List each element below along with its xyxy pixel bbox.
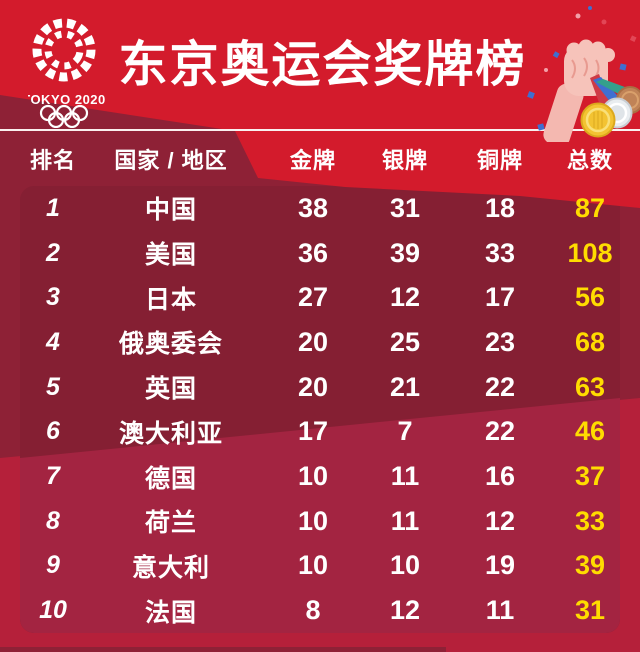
page-title: 东京奥运会奖牌榜 [118,38,527,92]
background-bottom-sliver [0,647,446,652]
country-cell: 美国 [144,241,197,270]
country-cell: 德国 [144,464,197,493]
bronze-cell: 11 [485,595,515,626]
gold-cell: 10 [297,550,329,581]
banner-divider-line [0,129,640,131]
country-cell: 中国 [144,196,197,225]
silver-cell: 7 [397,416,413,447]
bronze-cell: 23 [484,326,516,357]
bronze-cell: 22 [484,371,516,402]
total-cell: 37 [574,461,606,492]
silver-cell: 31 [389,192,421,223]
gold-medal-icon [580,102,616,138]
silver-cell: 11 [390,461,420,492]
total-cell: 108 [567,237,613,268]
medal-table-panel [20,186,620,633]
table-row: 4 俄奥委会 20 25 23 68 [20,320,620,365]
rank-cell: 3 [46,283,60,312]
bronze-cell: 19 [484,550,516,581]
olympic-rings-icon [39,104,89,128]
gold-cell: 20 [297,326,329,357]
gold-cell: 10 [297,461,329,492]
silver-cell: 12 [389,595,421,626]
rank-cell: 7 [46,462,60,491]
bronze-cell: 12 [484,505,516,536]
country-cell: 日本 [144,285,197,314]
country-cell: 俄奥委会 [118,330,223,359]
gold-cell: 17 [297,416,329,447]
rank-cell: 6 [46,417,60,446]
bronze-cell: 16 [484,461,516,492]
rank-cell: 1 [46,193,60,222]
bronze-cell: 18 [484,192,516,223]
table-row: 10 法国 8 12 11 31 [20,588,620,633]
rank-cell: 8 [46,506,60,535]
table-row: 2 美国 36 39 33 108 [20,231,620,276]
bronze-cell: 33 [484,237,516,268]
bronze-cell: 22 [484,416,516,447]
tokyo-2020-wordmark: TOKYO 2020 [28,92,106,107]
header-country: 国家 / 地区 [114,147,228,173]
table-row: 6 澳大利亚 17 7 22 46 [20,410,620,455]
country-cell: 意大利 [131,553,210,582]
total-cell: 68 [574,326,606,357]
table-row: 5 英国 20 21 22 63 [20,365,620,410]
country-cell: 澳大利亚 [118,419,223,448]
rank-cell: 2 [46,238,60,267]
silver-cell: 25 [389,326,421,357]
table-row: 8 荷兰 10 11 12 33 [20,499,620,544]
bronze-cell: 17 [484,282,516,313]
table-row: 9 意大利 10 10 19 39 [20,544,620,589]
silver-cell: 11 [390,505,420,536]
country-cell: 法国 [144,598,197,627]
total-cell: 87 [574,192,606,223]
total-cell: 46 [574,416,606,447]
gold-cell: 38 [297,192,329,223]
table-row: 7 德国 10 11 16 37 [20,454,620,499]
total-cell: 39 [574,550,606,581]
table-row: 3 日本 27 12 17 56 [20,275,620,320]
rank-cell: 4 [46,327,60,356]
silver-cell: 10 [389,550,421,581]
header-bronze: 铜牌 [476,147,523,173]
total-cell: 63 [574,371,606,402]
table-row: 1 中国 38 31 18 87 [20,186,620,231]
header-total: 总数 [566,147,613,173]
total-cell: 31 [574,595,606,626]
silver-cell: 39 [389,237,421,268]
rank-cell: 5 [46,372,60,401]
silver-cell: 21 [389,371,421,402]
gold-cell: 20 [297,371,329,402]
header-rank: 排名 [29,147,76,173]
table-header-row: 排名 国家 / 地区 金牌 银牌 铜牌 总数 [20,131,620,186]
tokyo-2020-logo-icon: TOKYO 2020 [28,18,106,128]
total-cell: 33 [574,505,606,536]
header-gold: 金牌 [289,147,336,173]
rank-cell: 9 [46,551,60,580]
gold-cell: 27 [297,282,329,313]
gold-cell: 8 [305,595,321,626]
country-cell: 荷兰 [144,509,197,538]
medal-rows: 1 中国 38 31 18 87 2 美国 36 39 33 108 3 日本 27 12 17 56 4 俄奥委会 2… [20,186,620,633]
gold-cell: 36 [297,237,329,268]
silver-cell: 12 [389,282,421,313]
gold-cell: 10 [297,505,329,536]
country-cell: 英国 [144,375,197,404]
rank-cell: 10 [39,596,67,625]
total-cell: 56 [574,282,606,313]
header-silver: 银牌 [381,147,428,173]
fist-medals-illustration-icon [527,6,640,142]
